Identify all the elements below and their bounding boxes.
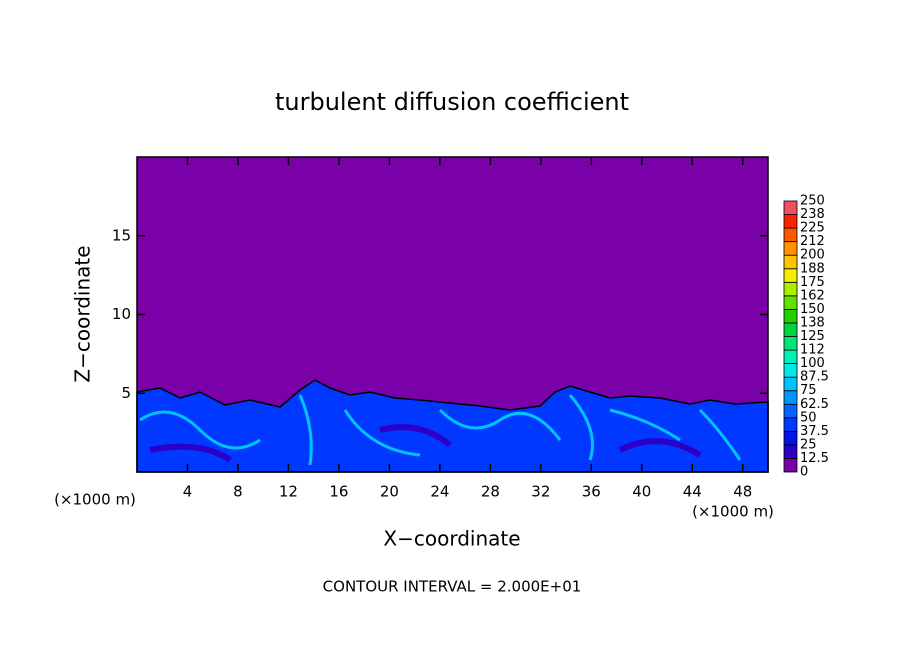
x-tick-label: 32 [531, 483, 550, 501]
x-tick-label: 8 [233, 483, 243, 501]
colorbar-bin [783, 254, 798, 270]
colorbar-label: 0 [800, 465, 808, 480]
x-tick-label: 28 [481, 483, 500, 501]
colorbar-bin [783, 308, 798, 324]
colorbar-bin [783, 295, 798, 310]
x-tick-label: 24 [430, 483, 449, 501]
colorbar-label: 62.5 [800, 397, 829, 412]
turbulent-streak [139, 394, 742, 466]
colorbar-bin [783, 444, 798, 459]
colorbar-bin [783, 363, 798, 378]
x-tick-label: 44 [683, 483, 702, 501]
x-tick-label: 20 [380, 483, 399, 501]
colorbar-label: 12.5 [800, 451, 829, 466]
chart-title: turbulent diffusion coefficient [275, 88, 629, 116]
colorbar-label: 75 [800, 383, 817, 398]
turbulent-layer [136, 379, 769, 473]
colorbar-label: 162 [800, 288, 825, 303]
colorbar-bin [783, 214, 798, 229]
x-tick-label: 48 [733, 483, 752, 501]
colorbar-bin [783, 417, 798, 432]
y-tick-label: 15 [112, 226, 131, 244]
colorbar-label: 138 [800, 315, 825, 330]
x-tick-label: 12 [279, 483, 298, 501]
x-tick-label: 16 [329, 483, 348, 501]
footer-note: CONTOUR INTERVAL = 2.000E+01 [323, 578, 582, 596]
x-tick-label: 4 [183, 483, 193, 501]
colorbar-label: 238 [800, 207, 825, 222]
colorbar-bin [783, 200, 798, 215]
colorbar-bin [783, 430, 798, 446]
colorbar-label: 112 [800, 343, 825, 358]
colorbar-bin [783, 336, 798, 351]
colorbar-bin [783, 349, 798, 364]
colorbar-label: 37.5 [800, 424, 829, 439]
colorbar-bin [783, 458, 798, 473]
colorbar-label: 188 [800, 261, 825, 276]
colorbar-bin [783, 268, 798, 283]
colorbar-label: 100 [800, 356, 825, 371]
colorbar-bin [783, 390, 798, 405]
colorbar-bin [783, 403, 798, 419]
x-axis-title: X−coordinate [383, 527, 520, 551]
colorbar-label: 175 [800, 275, 825, 290]
colorbar-bin [783, 241, 798, 256]
colorbar-label: 250 [800, 194, 825, 209]
x-unit-label: (×1000 m) [692, 503, 774, 521]
colorbar-label: 125 [800, 329, 825, 344]
colorbar-label: 200 [800, 248, 825, 263]
x-tick-label: 40 [632, 483, 651, 501]
colorbar-label: 150 [800, 302, 825, 317]
x-tick-label: 36 [582, 483, 601, 501]
colorbar-bin [783, 322, 798, 337]
colorbar-label: 25 [800, 437, 817, 452]
colorbar-bin [783, 227, 798, 243]
y-axis-title: Z−coordinate [71, 245, 95, 382]
colorbar-label: 225 [800, 221, 825, 236]
x-unit-label: (×1000 m) [54, 491, 136, 509]
colorbar-bin [783, 376, 798, 392]
colorbar-label: 212 [800, 234, 825, 249]
y-tick-label: 10 [112, 305, 131, 323]
y-tick-label: 5 [121, 384, 131, 402]
colorbar-label: 50 [800, 410, 817, 425]
colorbar-bin [783, 281, 798, 297]
field [136, 156, 769, 473]
colorbar-label: 87.5 [800, 370, 829, 385]
turbulent-core [149, 424, 702, 463]
